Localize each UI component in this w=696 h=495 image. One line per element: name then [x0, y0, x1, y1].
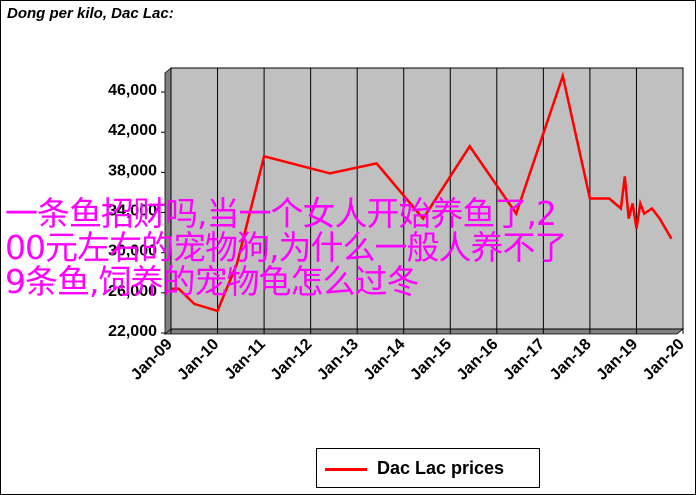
x-tick-label: Jan-16 — [454, 336, 502, 384]
plot-depth-floor — [163, 328, 685, 335]
x-tick-label: Jan-19 — [593, 336, 641, 384]
x-tick-label: Jan-18 — [547, 336, 595, 384]
overlay-line-3: 9条鱼,饲养的宠物龟怎么过冬 — [5, 262, 420, 301]
legend-label: Dac Lac prices — [377, 458, 505, 478]
x-tick-label: Jan-13 — [314, 336, 362, 384]
x-tick-label: Jan-17 — [500, 336, 548, 384]
x-tick-label: Jan-09 — [128, 336, 176, 384]
x-tick-label: Jan-15 — [407, 336, 455, 384]
x-tick-label: Jan-11 — [222, 336, 269, 383]
legend-swatch — [325, 468, 367, 471]
overlay-text: 一条鱼招财吗,当一个女人开始养鱼了,2 00元左右的宠物狗,为什么一般人养不了 … — [5, 197, 665, 299]
y-tick-label: 34,000 — [108, 203, 157, 220]
x-tick-label: Jan-10 — [175, 336, 223, 384]
y-tick-label: 42,000 — [108, 122, 157, 139]
x-tick-label: Jan-20 — [640, 336, 688, 384]
overlay-line-2: 00元左右的宠物狗,为什么一般人养不了 — [5, 228, 567, 267]
series-line — [171, 71, 673, 313]
overlay-line-1: 一条鱼招财吗,当一个女人开始养鱼了,2 — [5, 194, 557, 233]
x-tick-label: Jan-14 — [361, 336, 409, 384]
x-tick-label: Jan-12 — [268, 336, 316, 384]
y-tick-label: 30,000 — [108, 243, 157, 260]
y-tick-label: 22,000 — [108, 323, 157, 340]
y-tick-label: 46,000 — [108, 82, 157, 99]
y-tick-label: 38,000 — [108, 162, 157, 179]
legend: Dac Lac prices — [316, 448, 540, 488]
chart-title: Dong per kilo, Dac Lac: — [7, 5, 174, 22]
y-tick-label: 26,000 — [108, 283, 157, 300]
